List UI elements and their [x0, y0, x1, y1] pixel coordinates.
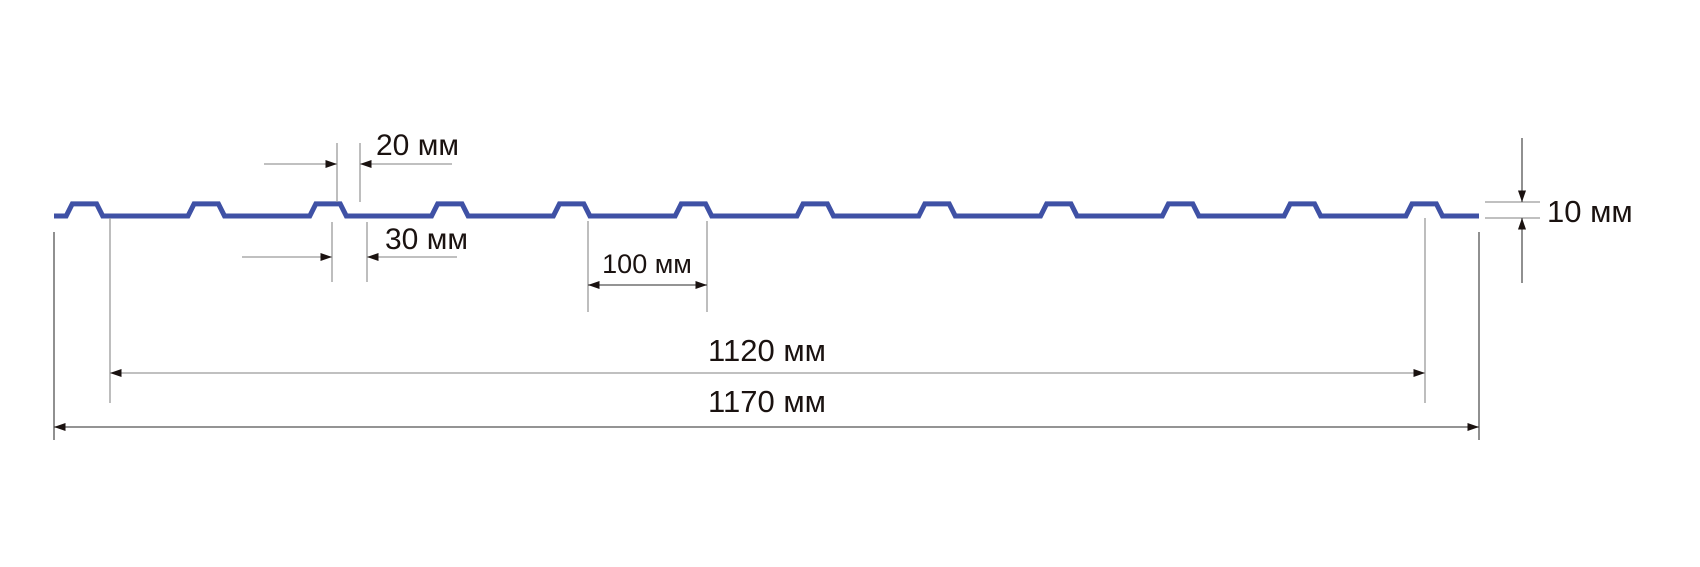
- dimension-overall-width: 1170 мм: [53, 232, 1480, 440]
- overall-width-label: 1170 мм: [708, 384, 826, 419]
- dimension-effective-width: 1120 мм: [109, 218, 1426, 403]
- sheet-profile: [54, 201, 1479, 219]
- dimension-rib-top: 20 мм: [264, 129, 459, 202]
- pitch-label: 100 мм: [602, 249, 692, 279]
- height-label: 10 мм: [1547, 194, 1633, 229]
- dimension-pitch: 100 мм: [587, 221, 708, 312]
- dimension-rib-base: 30 мм: [242, 222, 468, 282]
- dimension-height: 10 мм: [1485, 138, 1633, 283]
- effective-width-label: 1120 мм: [708, 333, 826, 368]
- rib-top-label: 20 мм: [376, 129, 459, 162]
- rib-base-label: 30 мм: [385, 223, 468, 256]
